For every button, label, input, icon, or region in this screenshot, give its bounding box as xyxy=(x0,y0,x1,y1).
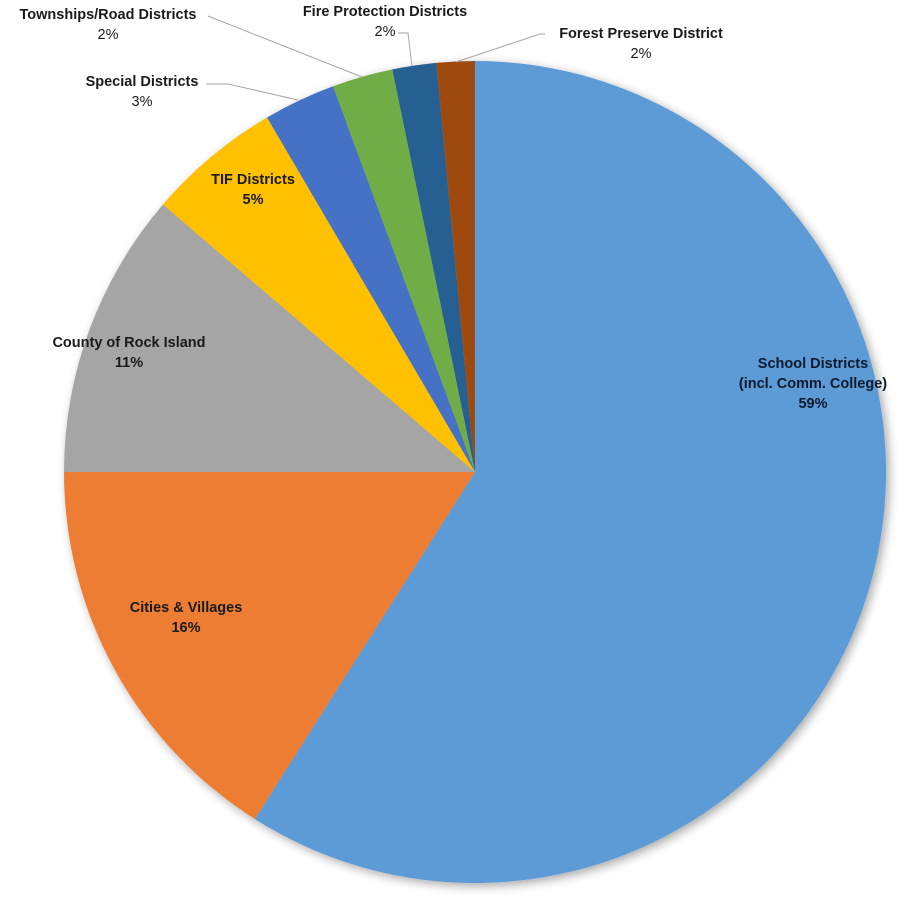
pie-slices xyxy=(64,60,887,883)
pie-slice-tif-districts xyxy=(162,117,475,472)
leader-line-forest xyxy=(455,33,545,63)
slice-label-text: County of Rock Island xyxy=(52,335,206,351)
slice-label-text: Cities & Villages xyxy=(129,600,243,616)
slice-percent: 2% xyxy=(374,24,396,40)
label-fire: Fire Protection Districts 2% xyxy=(303,2,467,42)
label-school-districts: School Districts (incl. Comm. College) 5… xyxy=(739,354,887,414)
label-county: County of Rock Island 11% xyxy=(52,333,205,373)
slice-label-text: School Districts xyxy=(757,356,869,372)
pie-slice-cities-villages xyxy=(64,472,475,820)
label-tif: TIF Districts 5% xyxy=(211,170,295,210)
slice-percent: 5% xyxy=(242,192,264,208)
pie-slice-forest-preserve-district xyxy=(436,60,475,472)
leader-line-special xyxy=(206,83,299,101)
slice-label-text: Fire Protection Districts xyxy=(302,4,468,20)
leader-lines xyxy=(206,15,545,101)
slice-percent: 3% xyxy=(131,94,153,110)
slice-percent: 11% xyxy=(114,355,144,371)
label-cities-villages: Cities & Villages 16% xyxy=(130,598,243,638)
pie-slice-townships-road-districts xyxy=(333,69,475,472)
pie-slice-county-of-rock-island xyxy=(64,204,475,472)
leader-line-townships xyxy=(207,15,363,78)
label-townships: Townships/Road Districts 2% xyxy=(20,5,197,45)
slice-percent: 59% xyxy=(798,396,828,412)
slice-label-text: Special Districts xyxy=(85,74,199,90)
label-special: Special Districts 3% xyxy=(86,72,199,112)
pie-slice-special-districts xyxy=(267,86,475,472)
pie-slice-fire-protection-districts xyxy=(392,62,475,472)
label-forest: Forest Preserve District 2% xyxy=(559,24,723,64)
slice-percent: 2% xyxy=(630,46,652,62)
slice-percent: 16% xyxy=(171,620,201,636)
slice-percent: 2% xyxy=(97,27,119,43)
slice-label-text: Forest Preserve District xyxy=(559,26,723,42)
slice-label-text: Townships/Road Districts xyxy=(19,7,197,23)
pie-slice-school-districts-incl-comm-college xyxy=(254,61,887,883)
slice-label-subtext: (incl. Comm. College) xyxy=(738,376,888,392)
slice-label-text: TIF Districts xyxy=(211,172,295,188)
leader-line-fire xyxy=(398,32,413,67)
